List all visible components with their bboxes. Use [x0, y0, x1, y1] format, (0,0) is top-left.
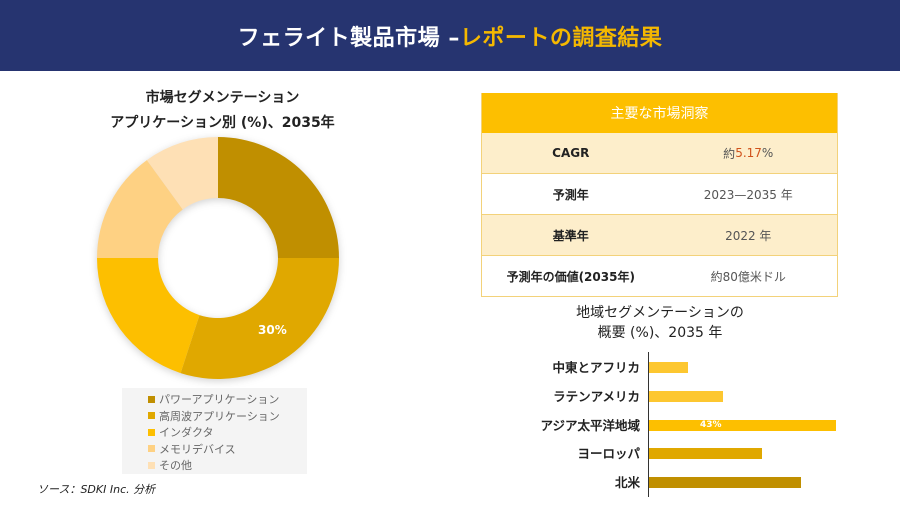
legend-swatch — [148, 412, 155, 420]
legend-item: 高周波アプリケーション — [148, 408, 307, 425]
region-chart-title: 地域セグメンテーションの 概要 (%)、2035 年 — [576, 305, 744, 341]
legend-swatch — [148, 428, 155, 436]
insights-row-forecast-period: 予測年 2023—2035 年 — [482, 174, 837, 215]
legend-swatch — [148, 395, 155, 403]
insights-row-base-year: 基準年 2022 年 — [482, 215, 837, 256]
legend-item: パワーアプリケーション — [148, 391, 307, 408]
donut-slice — [97, 258, 200, 374]
application-donut-chart: 30% — [88, 128, 348, 388]
bar-chart-axis — [648, 352, 649, 497]
bar-value-label: 43% — [700, 420, 722, 430]
bar-category-label: ヨーロッパ — [577, 446, 640, 461]
donut-slice — [180, 258, 339, 379]
donut-svg — [97, 137, 339, 379]
donut-legend: パワーアプリケーション 高周波アプリケーション インダクタ メモリデバイス その… — [122, 388, 307, 474]
legend-item: インダクタ — [148, 424, 307, 441]
donut-title-line2: アプリケーション別 (%)、2035年 — [110, 115, 335, 131]
page-title: フェライト製品市場 –レポートの調査結果 — [237, 25, 663, 51]
key-insights-table: 主要な市場洞察 CAGR 約 5.17% 予測年 2023—2035 年 基準年 … — [481, 93, 838, 297]
insights-row-cagr: CAGR 約 5.17% — [482, 133, 837, 174]
legend-swatch — [148, 445, 155, 453]
donut-slice — [97, 160, 183, 258]
legend-item: その他 — [148, 457, 307, 474]
region-bar — [649, 362, 689, 373]
donut-slice — [146, 137, 218, 210]
region-bar — [649, 448, 763, 459]
donut-title-line1: 市場セグメンテーション — [145, 90, 300, 106]
source-note: ソース：SDKI Inc. 分析 — [37, 483, 156, 496]
bar-category-label: アジア太平洋地域 — [540, 418, 640, 433]
region-bar — [649, 391, 723, 402]
insights-header: 主要な市場洞察 — [482, 93, 837, 133]
region-bar — [649, 477, 802, 488]
legend-swatch — [148, 461, 155, 469]
report-banner: フェライト製品市場 –レポートの調査結果 — [0, 0, 900, 71]
donut-slice — [218, 137, 339, 258]
bar-category-label: 北米 — [614, 475, 640, 490]
bar-category-label: 中東とアフリカ — [552, 360, 640, 375]
region-bar — [649, 420, 836, 431]
insights-row-forecast-value: 予測年の価値(2035年) 約80億米ドル — [482, 256, 837, 297]
bar-category-label: ラテンアメリカ — [553, 389, 640, 404]
donut-data-label: 30% — [258, 323, 287, 337]
legend-item: メモリデバイス — [148, 441, 307, 458]
